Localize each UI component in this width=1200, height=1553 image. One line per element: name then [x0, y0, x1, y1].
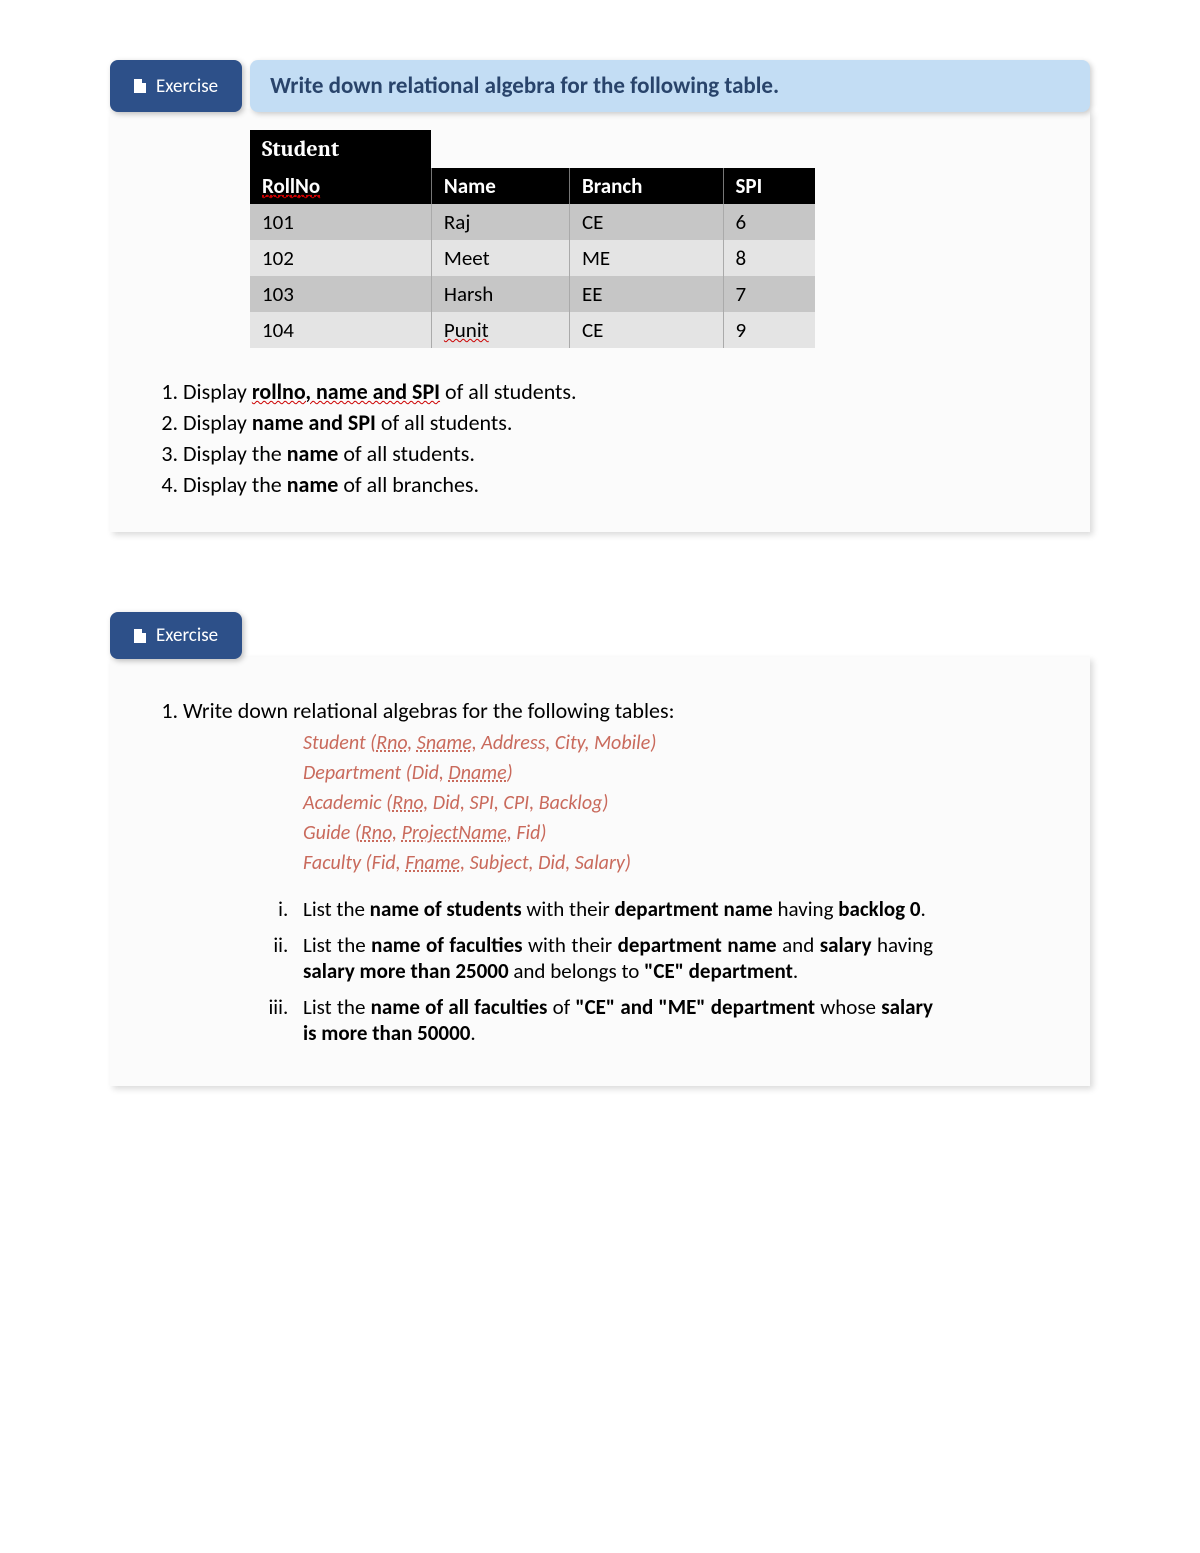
sub-question: List the name of all faculties of "CE" a… — [293, 994, 933, 1046]
schema-line: Department (Did, Dname) — [303, 758, 1065, 788]
table-header-row: RollNo Name Branch SPI — [250, 168, 815, 204]
table-caption: Student — [250, 130, 431, 168]
question-list-2: Write down relational algebras for the f… — [155, 697, 1065, 1046]
col-branch: Branch — [569, 168, 723, 204]
sub-question: List the name of students with their dep… — [293, 896, 933, 922]
schema-line: Guide (Rno, ProjectName, Fid) — [303, 818, 1065, 848]
sub-question: List the name of faculties with their de… — [293, 932, 933, 984]
schema-line: Faculty (Fid, Fname, Subject, Did, Salar… — [303, 848, 1065, 878]
roman-sublist: List the name of students with their dep… — [253, 896, 933, 1046]
col-spi: SPI — [723, 168, 815, 204]
table-row: 102 Meet ME 8 — [250, 240, 815, 276]
exercise-badge: Exercise — [110, 612, 242, 659]
table-row: 103 Harsh EE 7 — [250, 276, 815, 312]
col-rollno: RollNo — [250, 168, 431, 204]
exercise-badge: Exercise — [110, 60, 242, 112]
student-table: Student RollNo Name Branch SPI 101 Raj C… — [250, 130, 815, 348]
question-item: Display name and SPI of all students. — [183, 409, 1065, 436]
question-item: Display the name of all students. — [183, 440, 1065, 467]
document-icon — [134, 79, 146, 93]
table-row: 101 Raj CE 6 — [250, 204, 815, 240]
schema-line: Academic (Rno, Did, SPI, CPI, Backlog) — [303, 788, 1065, 818]
table-row: 104 Punit CE 9 — [250, 312, 815, 348]
table-caption-row: Student — [250, 130, 815, 168]
section-1-header: Exercise Write down relational algebra f… — [110, 60, 1090, 112]
intro-text: Write down relational algebras for the f… — [183, 697, 674, 724]
schema-line: Student (Rno, Sname, Address, City, Mobi… — [303, 728, 1065, 758]
section-2-content: Write down relational algebras for the f… — [110, 657, 1090, 1086]
badge-label: Exercise — [156, 75, 218, 98]
student-table-wrap: Student RollNo Name Branch SPI 101 Raj C… — [250, 130, 1065, 348]
question-item: Write down relational algebras for the f… — [183, 697, 1065, 1046]
exercise-section-1: Exercise Write down relational algebra f… — [110, 60, 1090, 532]
exercise-section-2: Exercise Write down relational algebras … — [110, 612, 1090, 1086]
col-name: Name — [431, 168, 569, 204]
schema-block: Student (Rno, Sname, Address, City, Mobi… — [303, 728, 1065, 878]
question-item: Display rollno, name and SPI of all stud… — [183, 378, 1065, 405]
section-1-content: Student RollNo Name Branch SPI 101 Raj C… — [110, 110, 1090, 532]
question-list-1: Display rollno, name and SPI of all stud… — [155, 378, 1065, 498]
document-icon — [134, 629, 146, 643]
section-1-title: Write down relational algebra for the fo… — [250, 60, 1090, 112]
badge-label: Exercise — [156, 624, 218, 647]
question-item: Display the name of all branches. — [183, 471, 1065, 498]
